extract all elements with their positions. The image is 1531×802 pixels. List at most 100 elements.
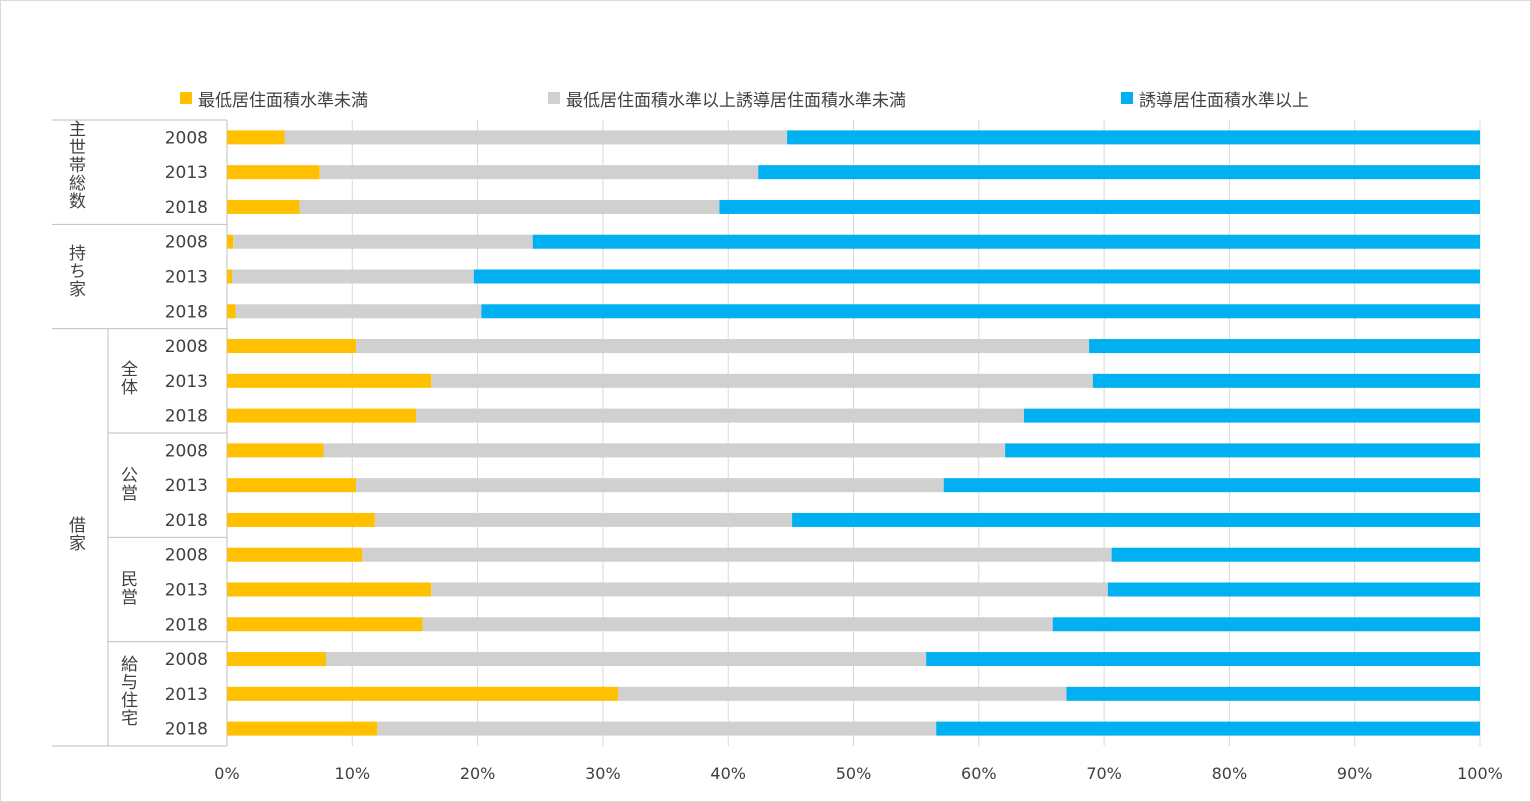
- row-label-13: 2013: [165, 581, 208, 601]
- bar-row4-series2: [473, 269, 1480, 284]
- x-tick-label-4: 40%: [710, 764, 746, 783]
- bar-row17-series0: [227, 721, 378, 736]
- legend-label-3: 誘導居住面積水準以上: [1139, 90, 1309, 111]
- bar-row14-series0: [227, 617, 423, 632]
- legend-swatch-1: [180, 92, 192, 104]
- bar-row5-series0: [227, 304, 236, 319]
- bar-row6-series2: [1089, 339, 1480, 354]
- bar-row0-series0: [227, 130, 285, 145]
- bar-row4-series0: [227, 269, 233, 284]
- x-tick-label-10: 100%: [1457, 764, 1503, 783]
- bar-row11-series1: [374, 512, 793, 527]
- group-label-rented: 借家: [65, 516, 85, 552]
- legend-swatch-2: [548, 92, 560, 104]
- row-label-6: 2008: [165, 337, 208, 357]
- bar-row10-series2: [943, 478, 1480, 493]
- bar-row3-series0: [227, 234, 234, 249]
- bar-row9-series1: [323, 443, 1006, 458]
- bar-row0-series2: [787, 130, 1480, 145]
- row-label-16: 2013: [165, 685, 208, 705]
- legend-label-2: 最低居住面積水準以上誘導居住面積水準未満: [566, 90, 906, 111]
- x-tick-label-6: 60%: [961, 764, 997, 783]
- row-label-15: 2008: [165, 650, 208, 670]
- bar-row14-series1: [422, 617, 1053, 632]
- bar-row2-series2: [719, 199, 1480, 214]
- subgroup-label-public: 公営: [117, 466, 137, 502]
- bar-row4-series1: [232, 269, 474, 284]
- bar-row10-series1: [356, 478, 944, 493]
- bar-row8-series1: [416, 408, 1024, 423]
- row-label-9: 2008: [165, 441, 208, 461]
- x-tick-label-8: 80%: [1212, 764, 1248, 783]
- row-label-3: 2008: [165, 233, 208, 253]
- x-tick-label-9: 90%: [1337, 764, 1373, 783]
- bar-row8-series0: [227, 408, 417, 423]
- bar-row3-series1: [233, 234, 533, 249]
- row-label-14: 2018: [165, 615, 208, 635]
- bar-row1-series1: [319, 165, 759, 180]
- bar-row9-series2: [1005, 443, 1480, 458]
- bar-row5-series2: [481, 304, 1480, 319]
- subgroup-label-private: 民営: [117, 570, 137, 606]
- row-label-4: 2013: [165, 268, 208, 288]
- bar-row12-series1: [362, 547, 1112, 562]
- bar-row15-series2: [926, 652, 1480, 667]
- legend-swatch-3: [1121, 92, 1133, 104]
- bar-row6-series1: [356, 339, 1090, 354]
- bar-row16-series1: [617, 686, 1067, 701]
- bar-row13-series0: [227, 582, 432, 597]
- bar-row8-series2: [1023, 408, 1480, 423]
- bar-row12-series2: [1111, 547, 1480, 562]
- bar-row17-series1: [377, 721, 937, 736]
- subgroup-label-all: 全体: [117, 360, 137, 396]
- bar-row2-series0: [227, 199, 300, 214]
- group-label-owned: 持ち家: [65, 244, 85, 298]
- subgroup-label-company-housing: 給与住宅: [117, 655, 137, 727]
- bar-row12-series0: [227, 547, 363, 562]
- bar-row11-series2: [792, 512, 1480, 527]
- row-label-7: 2013: [165, 372, 208, 392]
- bar-row10-series0: [227, 478, 357, 493]
- bar-row5-series1: [235, 304, 482, 319]
- bar-row3-series2: [532, 234, 1480, 249]
- row-label-1: 2013: [165, 163, 208, 183]
- legend-item-2: 最低居住面積水準以上誘導居住面積水準未満: [548, 86, 906, 111]
- row-label-8: 2018: [165, 407, 208, 427]
- bar-row13-series2: [1107, 582, 1480, 597]
- bar-row7-series1: [431, 373, 1093, 388]
- bar-row0-series1: [284, 130, 788, 145]
- row-label-10: 2013: [165, 476, 208, 496]
- bar-row13-series1: [431, 582, 1108, 597]
- bar-row7-series2: [1092, 373, 1480, 388]
- bar-row1-series2: [758, 165, 1480, 180]
- bar-row1-series0: [227, 165, 320, 180]
- group-label-total-households: 主世帯総数: [65, 120, 85, 210]
- row-label-11: 2018: [165, 511, 208, 531]
- row-label-17: 2018: [165, 720, 208, 740]
- row-label-5: 2018: [165, 302, 208, 322]
- bar-row7-series0: [227, 373, 432, 388]
- x-tick-label-0: 0%: [214, 764, 239, 783]
- x-tick-label-1: 10%: [335, 764, 371, 783]
- bar-row15-series0: [227, 652, 326, 667]
- row-label-12: 2008: [165, 546, 208, 566]
- row-label-2: 2018: [165, 198, 208, 218]
- bar-row17-series2: [936, 721, 1480, 736]
- bar-row16-series2: [1066, 686, 1480, 701]
- legend-item-3: 誘導居住面積水準以上: [1121, 86, 1309, 111]
- legend-label-1: 最低居住面積水準未満: [198, 90, 368, 111]
- bar-row6-series0: [227, 339, 357, 354]
- bar-row11-series0: [227, 512, 375, 527]
- x-tick-label-2: 20%: [460, 764, 496, 783]
- legend-item-1: 最低居住面積水準未満: [180, 86, 368, 111]
- x-tick-label-3: 30%: [585, 764, 621, 783]
- bar-row15-series1: [325, 652, 927, 667]
- bar-row9-series0: [227, 443, 324, 458]
- bar-row14-series2: [1052, 617, 1480, 632]
- row-label-0: 2008: [165, 128, 208, 148]
- x-tick-label-7: 70%: [1086, 764, 1122, 783]
- x-tick-label-5: 50%: [836, 764, 872, 783]
- bar-row16-series0: [227, 686, 618, 701]
- bar-row2-series1: [299, 199, 720, 214]
